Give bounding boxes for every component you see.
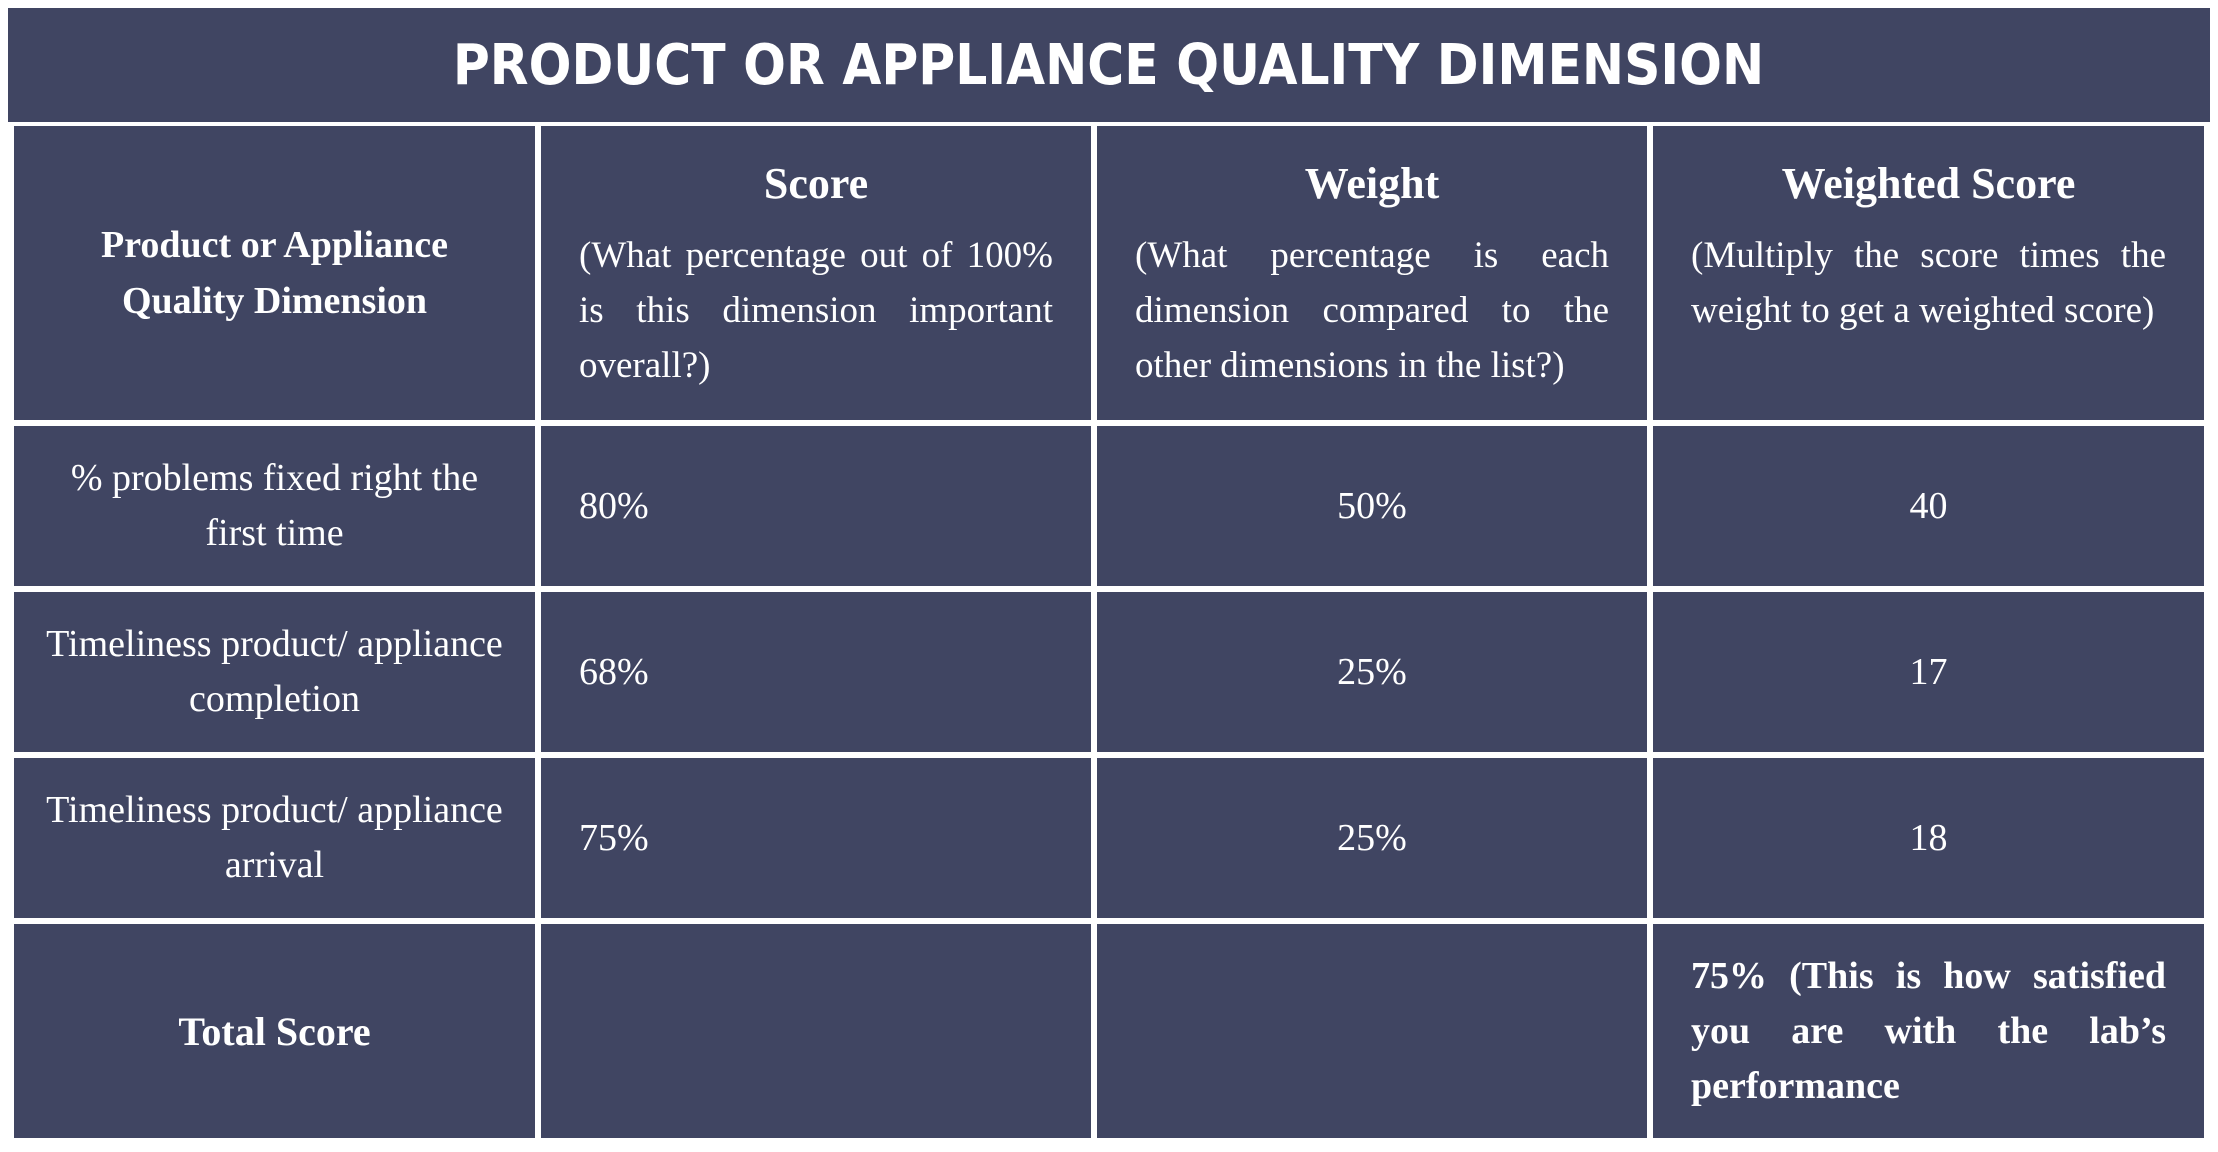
header-dimension-cell: Product or Appliance Quality Dimension [14,126,535,420]
table-row-1-weighted-score-cell: 40 [1653,426,2204,586]
table-row-1-weight-cell: 50% [1097,426,1647,586]
header-score-cell: Score (What percentage out of 100% is th… [541,126,1091,420]
table-row-1-score-cell: 80% [541,426,1091,586]
table-row-2-score: 68% [579,650,649,693]
header-weighted-score-cell: Weighted Score (Multiply the score times… [1653,126,2204,420]
total-weighted-score: 75% (This is how satisfied you are with … [1691,954,2166,1107]
table-row-2-dimension: Timeliness product/ appliance completion [46,623,503,720]
table-row-3-weight: 25% [1337,816,1407,859]
header-weighted-score-title: Weighted Score [1781,159,2076,208]
table-row-3-dimension: Timeliness product/ appliance arrival [46,789,503,886]
table-row-2-dimension-cell: Timeliness product/ appliance completion [14,592,535,752]
total-row-weighted-score-cell: 75% (This is how satisfied you are with … [1653,924,2204,1138]
table-row-2-weighted-score-cell: 17 [1653,592,2204,752]
table-row-2-weight: 25% [1337,650,1407,693]
table-row-3-score-cell: 75% [541,758,1091,918]
table-row-3-weighted-score: 18 [1909,816,1948,859]
header-dimension-label: Product or Appliance Quality Dimension [101,224,448,322]
header-weight-title: Weight [1304,159,1440,208]
header-weighted-score-description: (Multiply the score times the weight to … [1691,235,2166,331]
total-score-label: Total Score [178,1008,371,1054]
table-row-1-dimension-cell: % problems fixed right the first time [14,426,535,586]
page-title: PRODUCT OR APPLIANCE QUALITY DIMENSION [453,32,1765,98]
title-banner: PRODUCT OR APPLIANCE QUALITY DIMENSION [8,8,2210,122]
total-row-score-cell [541,924,1091,1138]
table-row-3-score: 75% [579,816,649,859]
table-row-1-weight: 50% [1337,484,1407,527]
table-row-2-weight-cell: 25% [1097,592,1647,752]
header-weight-cell: Weight (What percentage is each dimensio… [1097,126,1647,420]
quality-dimension-table: Product or Appliance Quality Dimension S… [8,122,2210,1140]
table-row-1-dimension: % problems fixed right the first time [70,457,479,554]
header-score-description: (What percentage out of 100% is this dim… [579,235,1053,386]
table-row-3-weighted-score-cell: 18 [1653,758,2204,918]
total-row-weight-cell [1097,924,1647,1138]
table-row-3-weight-cell: 25% [1097,758,1647,918]
header-score-title: Score [763,159,869,208]
table-row-2-weighted-score: 17 [1909,650,1948,693]
table-row-1-score: 80% [579,484,649,527]
table-row-3-dimension-cell: Timeliness product/ appliance arrival [14,758,535,918]
table-row-2-score-cell: 68% [541,592,1091,752]
header-weight-description: (What percentage is each dimension compa… [1135,235,1609,386]
total-row-label-cell: Total Score [14,924,535,1138]
table-row-1-weighted-score: 40 [1909,484,1948,527]
